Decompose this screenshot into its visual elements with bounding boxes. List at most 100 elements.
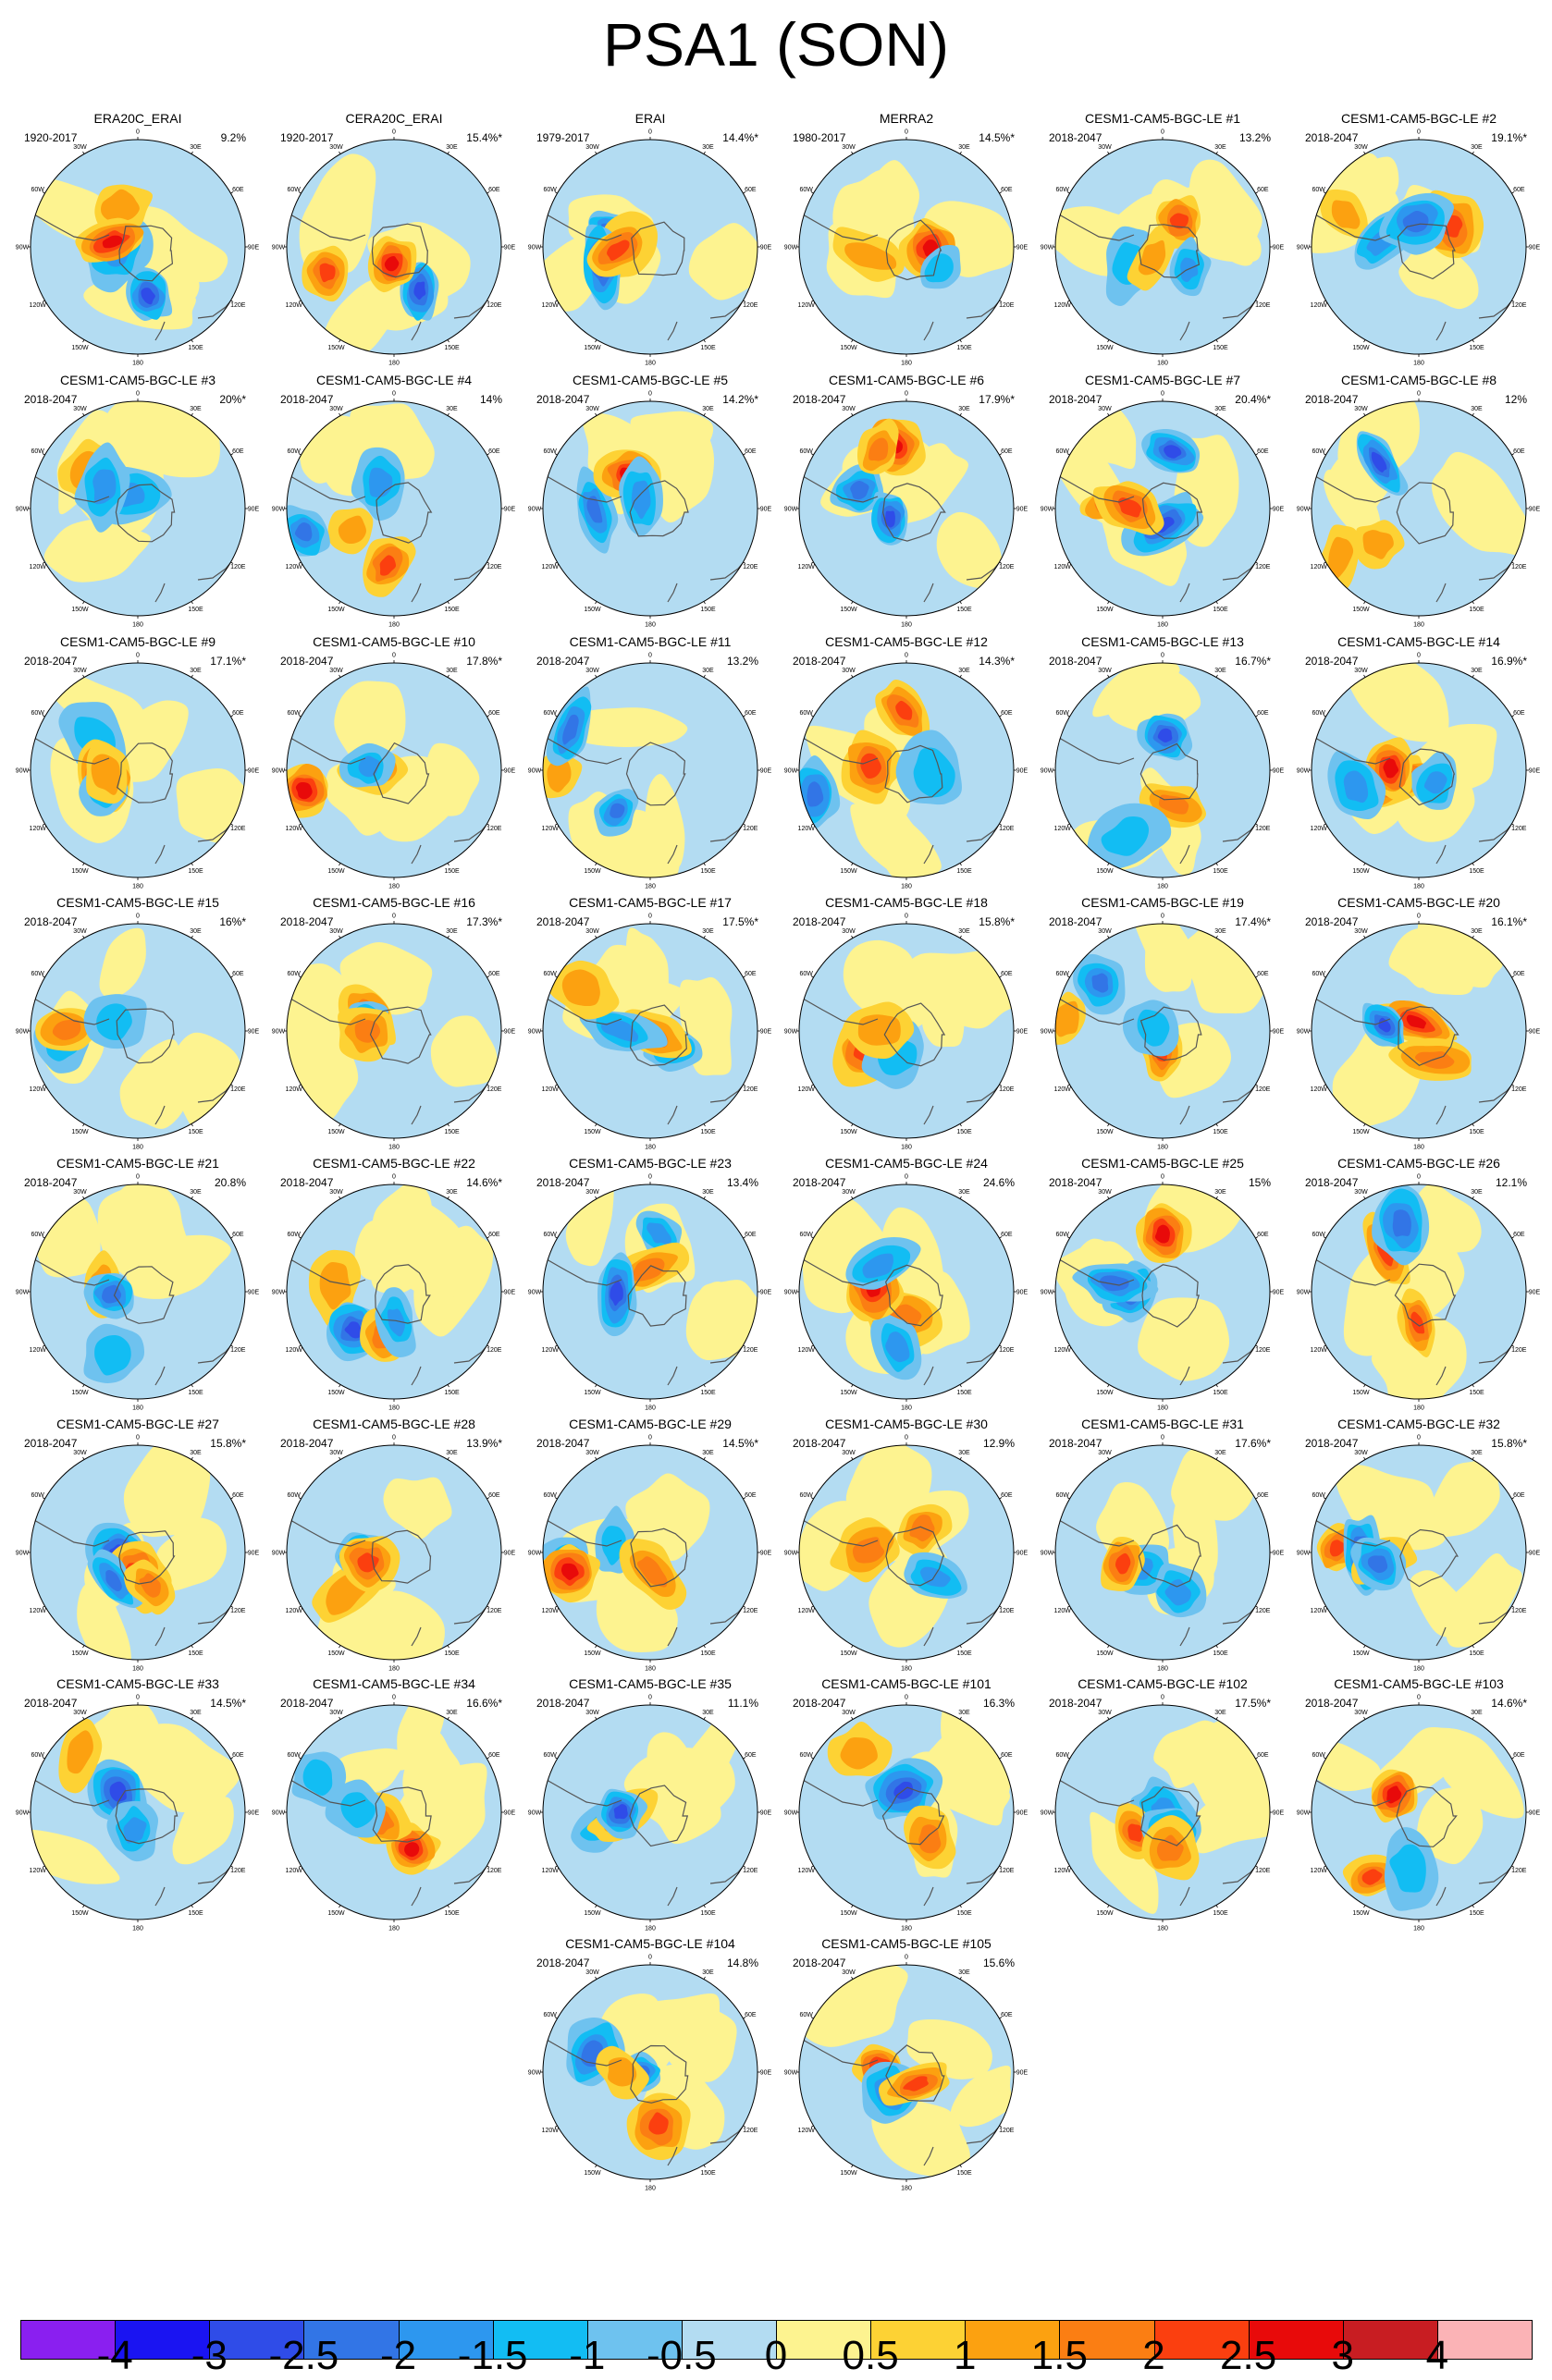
longitude-label: 30W [585, 668, 599, 674]
panel-title: CESM1-CAM5-BGC-LE #10 [313, 634, 475, 649]
panel-title: CESM1-CAM5-BGC-LE #16 [313, 895, 475, 910]
longitude-label: 150W [327, 1129, 345, 1135]
panel-explained-variance: 17.5%* [1235, 1697, 1271, 1710]
map-panel: CESM1-CAM5-BGC-LE #10 2018-2047 17.8%* 0 30E… [272, 634, 516, 893]
longitude-label: 90E [760, 245, 772, 251]
longitude-label: 90E [504, 768, 516, 775]
panel-period: 2018-2047 [1049, 915, 1102, 928]
longitude-label: 180 [1413, 361, 1424, 367]
longitude-label: 30E [958, 1189, 970, 1196]
longitude-label: 30W [842, 406, 856, 412]
new-zealand-outline [154, 583, 166, 603]
new-zealand-outline [923, 321, 934, 341]
south-america-outline [287, 1255, 366, 1286]
antarctica-outline [1139, 1006, 1202, 1061]
antarctica-outline [1141, 482, 1203, 539]
map-panel: CESM1-CAM5-BGC-LE #27 2018-2047 15.8%* 0 30E… [16, 1417, 260, 1675]
polar-map: 0 30E 60E 90E 120E 150E 180 150W 120W 90W 60W 30W [528, 1174, 772, 1412]
longitude-label: 150W [1352, 1910, 1370, 1917]
south-america-outline [799, 210, 879, 241]
panel-period: 2018-2047 [536, 655, 590, 668]
longitude-label: 150E [1469, 607, 1484, 613]
polar-map: 0 30E 60E 90E 120E 150E 180 150W 120W 90W 60W 30W [784, 1955, 1029, 2192]
panel-explained-variance: 12.1% [1495, 1176, 1527, 1189]
longitude-label: 0 [905, 653, 908, 659]
antarctica-outline [115, 484, 176, 543]
longitude-label: 60W [1312, 448, 1325, 455]
longitude-label: 60E [745, 1752, 757, 1759]
colorbar-segment [1436, 2320, 1533, 2360]
longitude-label: 90W [1297, 1551, 1311, 1557]
panel-explained-variance: 16.1%* [1491, 915, 1527, 928]
longitude-label: 150E [444, 1910, 460, 1917]
longitude-label: 90W [272, 1029, 286, 1036]
longitude-label: 90W [528, 1029, 542, 1036]
longitude-label: 150W [71, 345, 89, 351]
longitude-label: 60E [488, 710, 500, 717]
longitude-label: 0 [136, 129, 140, 136]
south-america-outline [1312, 733, 1391, 765]
polar-map: 0 30E 60E 90E 120E 150E 180 150W 120W 90W 60W 30W [1041, 1695, 1285, 1932]
south-america-outline [1055, 733, 1135, 765]
south-america-outline [31, 1775, 110, 1807]
longitude-label: 150W [840, 868, 857, 875]
longitude-label: 120W [1054, 1347, 1072, 1354]
longitude-label: 150E [1213, 868, 1228, 875]
longitude-label: 60E [745, 710, 757, 717]
polar-map: 0 30E 60E 90E 120E 150E 180 150W 120W 90W 60W 30W [272, 391, 516, 629]
panel-explained-variance: 14.5%* [210, 1697, 246, 1710]
longitude-label: 150W [584, 1390, 601, 1396]
new-zealand-outline [1179, 583, 1190, 603]
longitude-label: 180 [1157, 1145, 1168, 1151]
longitude-label: 120E [1511, 1086, 1527, 1093]
longitude-label: 150E [444, 868, 460, 875]
longitude-label: 90E [1273, 507, 1285, 513]
longitude-label: 150E [1469, 1129, 1484, 1135]
polar-map: 0 30E 60E 90E 120E 150E 180 150W 120W 90W 60W 30W [16, 129, 260, 367]
south-america-outline [799, 1775, 879, 1807]
polar-map: 0 30E 60E 90E 120E 150E 180 150W 120W 90W 60W 30W [1297, 1174, 1541, 1412]
longitude-label: 90W [272, 768, 286, 775]
longitude-label: 0 [648, 1435, 652, 1441]
longitude-label: 0 [905, 914, 908, 920]
longitude-label: 60E [232, 448, 244, 455]
longitude-label: 150E [1469, 1910, 1484, 1917]
polar-map: 0 30E 60E 90E 120E 150E 180 150W 120W 90W 60W 30W [528, 1695, 772, 1932]
longitude-label: 90W [784, 1810, 798, 1817]
longitude-label: 120E [230, 564, 246, 570]
panel-period: 2018-2047 [793, 1176, 846, 1189]
panel-period: 2018-2047 [280, 915, 334, 928]
longitude-label: 30E [1471, 1450, 1483, 1456]
longitude-label: 120E [1511, 302, 1527, 309]
panel-explained-variance: 12.9% [982, 1437, 1015, 1450]
south-america-outline [799, 2035, 879, 2067]
longitude-label: 0 [905, 391, 908, 398]
longitude-label: 60E [1513, 448, 1525, 455]
polar-map: 0 30E 60E 90E 120E 150E 180 150W 120W 90W 60W 30W [1041, 391, 1285, 629]
longitude-label: 30W [73, 144, 87, 151]
panel-explained-variance: 15% [1248, 1176, 1271, 1189]
longitude-label: 90E [1016, 1810, 1029, 1817]
map-panel: CESM1-CAM5-BGC-LE #9 2018-2047 17.1%* 0 30E 6… [16, 634, 260, 893]
longitude-label: 30E [958, 668, 970, 674]
longitude-label: 90E [1016, 768, 1029, 775]
longitude-label: 60E [1513, 1752, 1525, 1759]
longitude-label: 0 [1161, 1174, 1164, 1181]
antarctica-outline [881, 483, 946, 542]
longitude-label: 30W [842, 1450, 856, 1456]
longitude-label: 30W [73, 928, 87, 935]
colorbar-segment [492, 2320, 588, 2360]
longitude-label: 0 [648, 1955, 652, 1961]
longitude-label: 30E [190, 928, 202, 935]
longitude-label: 60E [1001, 187, 1013, 193]
longitude-label: 180 [645, 1405, 656, 1412]
colorbar-tick-label: 3 [1331, 2333, 1354, 2378]
longitude-label: 180 [1413, 1405, 1424, 1412]
map-panel: CESM1-CAM5-BGC-LE #24 2018-2047 24.6% 0 30E 6… [784, 1156, 1029, 1415]
longitude-label: 180 [1157, 622, 1168, 629]
longitude-label: 0 [136, 1695, 140, 1701]
south-america-outline [543, 994, 622, 1025]
panel-period: 2018-2047 [536, 1176, 590, 1189]
panel-period: 2018-2047 [1305, 1176, 1359, 1189]
longitude-label: 90E [760, 1810, 772, 1817]
